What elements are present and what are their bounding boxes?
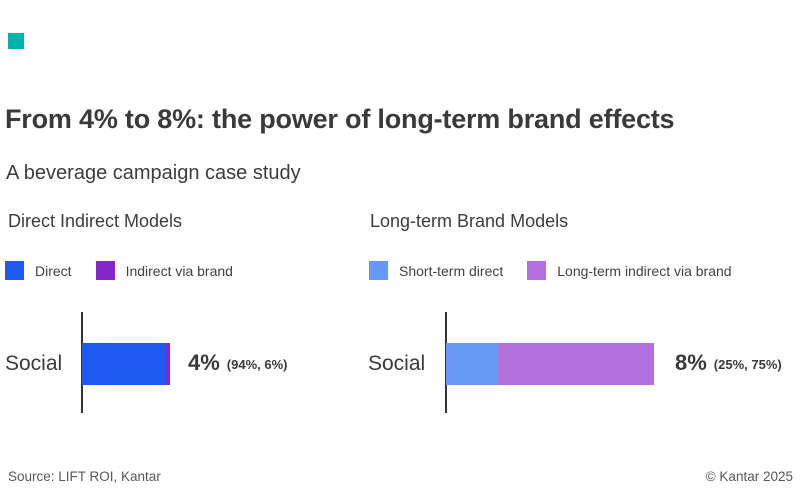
bar-segment-direct: [82, 343, 165, 385]
value-total: 8%: [675, 350, 707, 375]
page-subtitle: A beverage campaign case study: [6, 162, 301, 184]
legend-item-indirect-via-brand: Indirect via brand: [95, 261, 233, 280]
legend-label-direct: Direct: [35, 262, 72, 279]
copyright-note: © Kantar 2025: [705, 469, 793, 484]
legend-swatch-long-term-indirect: [527, 261, 547, 280]
legend-long-term-brand: Short-term direct Long-term indirect via…: [369, 261, 732, 280]
legend-swatch-short-term-direct: [369, 261, 388, 280]
value-total: 4%: [188, 350, 220, 375]
source-note: Source: LIFT ROI, Kantar: [8, 469, 161, 484]
value-label-group: 8% (25%, 75%): [675, 350, 782, 376]
value-label-group: 4% (94%, 6%): [188, 350, 288, 376]
y-axis-line: [445, 312, 447, 413]
legend-swatch-direct: [5, 261, 24, 280]
bar-segment-short-term-direct: [446, 343, 498, 385]
chart-heading-direct-indirect: Direct Indirect Models: [8, 211, 183, 231]
legend-item-long-term-indirect: Long-term indirect via brand: [527, 261, 732, 280]
chart-heading-long-term-brand: Long-term Brand Models: [370, 211, 569, 231]
legend-item-short-term-direct: Short-term direct: [369, 261, 503, 280]
legend-item-direct: Direct: [5, 261, 72, 280]
legend-label-long-term-indirect: Long-term indirect via brand: [557, 262, 732, 279]
bar-segment-indirect-via-brand: [164, 343, 170, 385]
legend-label-indirect-via-brand: Indirect via brand: [125, 262, 233, 279]
legend-direct-indirect: Direct Indirect via brand: [5, 261, 233, 280]
value-breakdown: (94%, 6%): [226, 356, 288, 372]
stacked-bar-social: [82, 343, 170, 385]
bar-segment-long-term-indirect: [498, 343, 654, 385]
legend-label-short-term-direct: Short-term direct: [399, 262, 504, 279]
category-label-social: Social: [5, 352, 63, 375]
kantar-logo-mark: [8, 33, 24, 49]
page-title: From 4% to 8%: the power of long-term br…: [5, 104, 675, 134]
y-axis-line: [81, 312, 83, 413]
legend-swatch-indirect-via-brand: [95, 261, 115, 280]
category-label-social: Social: [368, 352, 426, 375]
value-breakdown: (25%, 75%): [713, 356, 782, 372]
stacked-bar-social: [446, 343, 654, 385]
